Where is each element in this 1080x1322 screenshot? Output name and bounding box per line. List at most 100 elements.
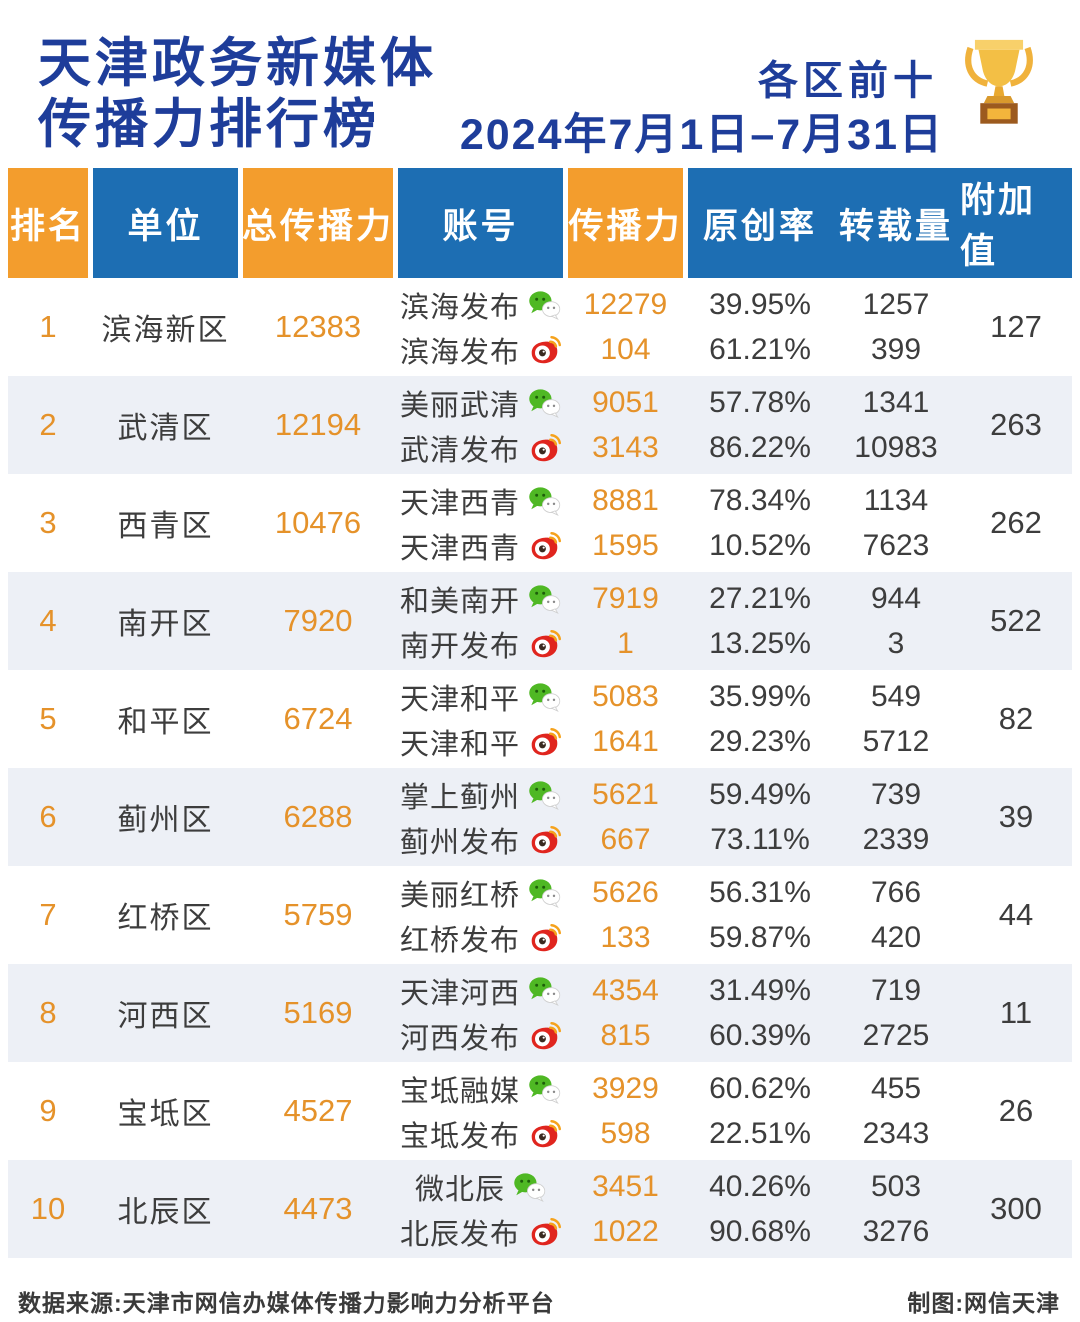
wechat-icon xyxy=(528,290,561,320)
power-cell: 4354 815 xyxy=(568,964,683,1062)
power-value: 5083 xyxy=(592,679,659,713)
rank-value: 3 xyxy=(39,505,57,540)
weibo-icon xyxy=(528,1217,561,1247)
account-name: 天津河西 xyxy=(399,977,520,1010)
column-header-rank: 排名 xyxy=(8,168,88,278)
power-cell: 7919 1 xyxy=(568,572,683,670)
account-cell: 微北辰 北辰发布 xyxy=(398,1160,563,1258)
original-rate-value: 35.99% xyxy=(709,679,811,713)
original-rate-value: 13.25% xyxy=(709,626,811,660)
account-line: 宝坻发布 xyxy=(398,1111,563,1156)
account-line: 南开发布 xyxy=(398,621,563,666)
wechat-icon xyxy=(528,780,561,810)
weibo-icon xyxy=(528,629,561,659)
power-cell: 3929 598 xyxy=(568,1062,683,1160)
repost-count-value: 1134 xyxy=(863,483,929,517)
rank-value: 9 xyxy=(39,1093,57,1128)
account-cell: 宝坻融媒 宝坻发布 xyxy=(398,1062,563,1160)
account-cell: 天津西青 天津西青 xyxy=(398,474,563,572)
weibo-icon xyxy=(528,923,561,953)
account-name: 天津和平 xyxy=(399,683,520,716)
account-name: 天津和平 xyxy=(399,728,520,761)
metrics-cell: 35.99% 29.23% 549 5712 82 xyxy=(688,670,1072,768)
footer-credit: 制图:网信天津 xyxy=(907,1290,1060,1316)
account-name: 河西发布 xyxy=(399,1022,520,1055)
column-header-repost: 转载量 xyxy=(838,206,953,246)
wechat-icon xyxy=(528,388,561,418)
table-row: 7 红桥区 5759 美丽红桥 红桥发布 5626 133 56.31% 59.… xyxy=(8,866,1072,964)
addon-value: 26 xyxy=(998,1093,1034,1128)
account-line: 滨海发布 xyxy=(398,327,563,372)
repost-count-cell: 766 420 xyxy=(832,866,960,964)
date-range: 2024年7月1日–7月31日 xyxy=(459,111,944,159)
unit-name: 河西区 xyxy=(117,1000,214,1033)
unit-name: 和平区 xyxy=(117,706,214,739)
weibo-icon xyxy=(528,531,561,561)
page-title-line2: 传播力排行榜 xyxy=(38,94,380,154)
total-power-value: 10476 xyxy=(274,505,362,540)
scope-label: 各区前十 xyxy=(758,59,938,103)
page-title: 天津政务新媒体 传播力排行榜 xyxy=(38,34,437,168)
power-value: 1022 xyxy=(592,1214,659,1248)
addon-value: 263 xyxy=(990,407,1042,442)
power-cell: 5621 667 xyxy=(568,768,683,866)
account-cell: 掌上蓟州 蓟州发布 xyxy=(398,768,563,866)
addon-value: 44 xyxy=(998,897,1034,932)
power-value: 667 xyxy=(600,822,651,856)
repost-count-value: 2343 xyxy=(862,1116,930,1150)
repost-count-cell: 739 2339 xyxy=(832,768,960,866)
addon-value: 82 xyxy=(998,701,1034,736)
original-rate-value: 29.23% xyxy=(709,724,811,758)
weibo-icon xyxy=(528,1119,561,1149)
unit-name: 武清区 xyxy=(117,412,214,445)
page-footer: 数据来源:天津市网信办媒体传播力影响力分析平台 制图:网信天津 xyxy=(0,1284,1080,1318)
power-value: 3929 xyxy=(592,1071,659,1105)
metrics-cell: 78.34% 10.52% 1134 7623 262 xyxy=(688,474,1072,572)
original-rate-value: 22.51% xyxy=(709,1116,811,1150)
account-line: 天津西青 xyxy=(398,478,563,523)
metrics-cell: 57.78% 86.22% 1341 10983 263 xyxy=(688,376,1072,474)
header-right: 各区前十 2024年7月1日–7月31日 xyxy=(460,34,1040,168)
account-line: 美丽红桥 xyxy=(398,870,563,915)
wechat-icon xyxy=(513,1172,546,1202)
original-rate-value: 86.22% xyxy=(709,430,811,464)
total-power-value: 6288 xyxy=(283,799,353,834)
original-rate-cell: 35.99% 29.23% xyxy=(688,670,832,768)
power-value: 9051 xyxy=(592,385,659,419)
original-rate-cell: 31.49% 60.39% xyxy=(688,964,832,1062)
repost-count-value: 2725 xyxy=(862,1018,930,1052)
trophy-icon xyxy=(965,39,1033,124)
total-power-value: 12383 xyxy=(274,309,362,344)
addon-value: 11 xyxy=(999,995,1033,1030)
power-value: 815 xyxy=(600,1018,651,1052)
original-rate-value: 56.31% xyxy=(709,875,811,909)
account-name: 武清发布 xyxy=(399,434,520,467)
column-header-total: 总传播力 xyxy=(242,168,393,278)
rank-value: 8 xyxy=(39,995,57,1030)
power-cell: 9051 3143 xyxy=(568,376,683,474)
original-rate-cell: 59.49% 73.11% xyxy=(688,768,832,866)
weibo-icon xyxy=(528,825,561,855)
total-power-value: 7920 xyxy=(283,603,353,638)
weibo-icon xyxy=(528,335,561,365)
repost-count-cell: 503 3276 xyxy=(832,1160,960,1258)
original-rate-cell: 57.78% 86.22% xyxy=(688,376,832,474)
table-row: 5 和平区 6724 天津和平 天津和平 5083 1641 35.99% 29… xyxy=(8,670,1072,768)
account-name: 掌上蓟州 xyxy=(399,781,520,814)
repost-count-cell: 1341 10983 xyxy=(832,376,960,474)
addon-value: 300 xyxy=(990,1191,1042,1226)
wechat-icon xyxy=(528,682,561,712)
power-value: 1641 xyxy=(592,724,659,758)
account-cell: 美丽武清 武清发布 xyxy=(398,376,563,474)
account-cell: 天津河西 河西发布 xyxy=(398,964,563,1062)
power-cell: 3451 1022 xyxy=(568,1160,683,1258)
account-line: 天津西青 xyxy=(398,523,563,568)
account-line: 宝坻融媒 xyxy=(398,1066,563,1111)
power-cell: 8881 1595 xyxy=(568,474,683,572)
repost-count-value: 549 xyxy=(870,679,922,713)
table-row: 4 南开区 7920 和美南开 南开发布 7919 1 27.21% 13.25… xyxy=(8,572,1072,670)
wechat-icon xyxy=(528,878,561,908)
total-power-value: 4473 xyxy=(283,1191,353,1226)
repost-count-value: 7623 xyxy=(862,528,930,562)
column-header-original: 原创率 xyxy=(702,206,817,246)
